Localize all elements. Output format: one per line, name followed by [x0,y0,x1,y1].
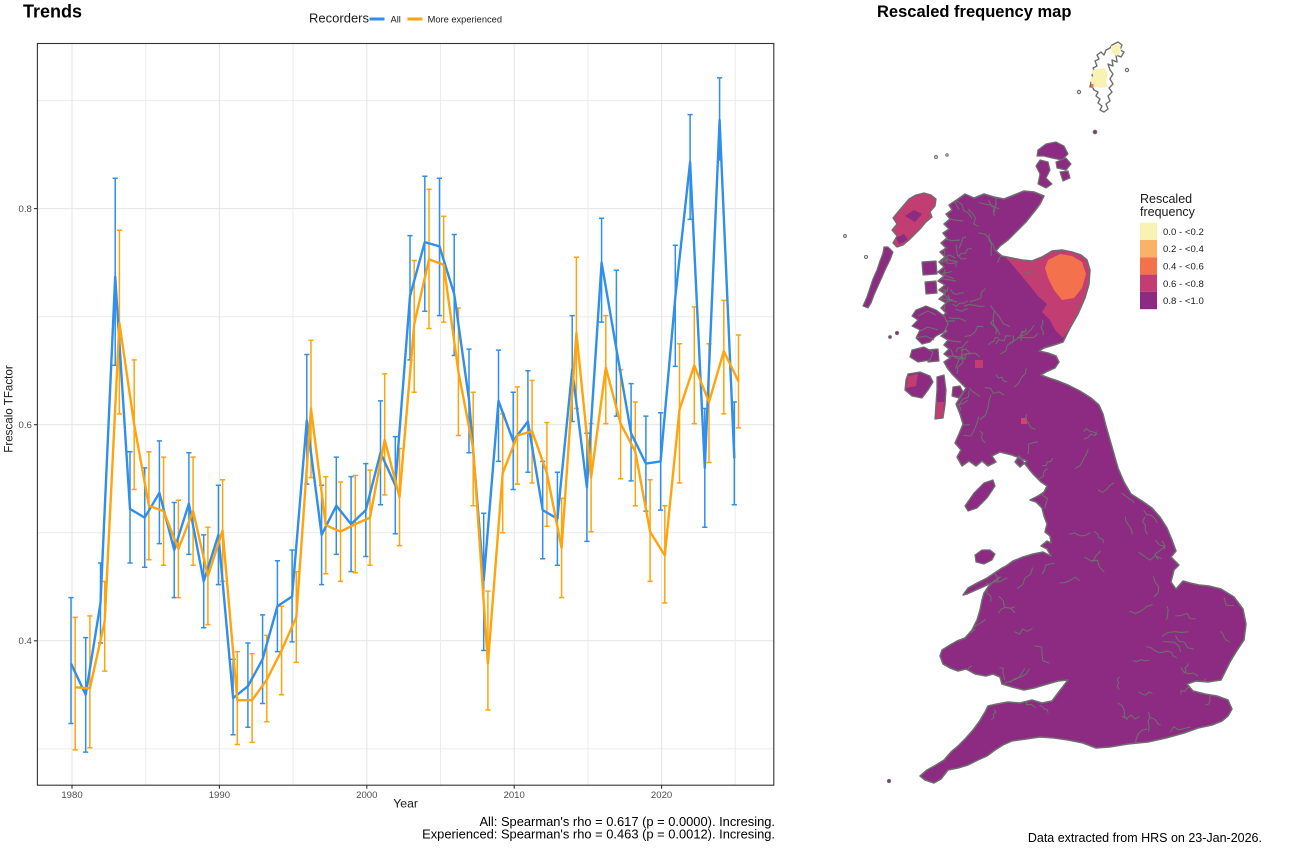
svg-text:0.4: 0.4 [19,636,33,647]
svg-text:Recorders: Recorders [309,10,369,25]
svg-text:Rescaled frequency map: Rescaled frequency map [877,3,1071,21]
svg-text:frequency: frequency [1140,205,1196,219]
svg-text:0.4 - <0.6: 0.4 - <0.6 [1163,262,1204,273]
svg-text:Year: Year [393,797,418,811]
svg-text:1990: 1990 [209,790,230,801]
svg-text:More experienced: More experienced [428,14,502,24]
svg-text:1980: 1980 [61,790,82,801]
svg-text:2020: 2020 [651,790,672,801]
svg-text:0.6: 0.6 [19,420,32,431]
svg-text:Rescaled: Rescaled [1140,192,1192,206]
svg-text:All: Spearman's rho = 0.617 (p: All: Spearman's rho = 0.617 (p = 0.0000)… [479,814,775,829]
svg-text:All: All [391,14,401,24]
svg-text:0.6 - <0.8: 0.6 - <0.8 [1163,279,1204,290]
svg-text:0.2 - <0.4: 0.2 - <0.4 [1163,244,1204,255]
svg-text:0.0 - <0.2: 0.0 - <0.2 [1163,227,1204,238]
svg-text:Trends: Trends [23,2,82,22]
svg-text:Data extracted from HRS on 23-: Data extracted from HRS on 23-Jan-2026. [1028,831,1262,845]
svg-text:0.8: 0.8 [19,204,32,215]
svg-text:Frescalo TFactor: Frescalo TFactor [3,365,16,453]
svg-text:0.8 - <1.0: 0.8 - <1.0 [1163,296,1204,307]
svg-text:2000: 2000 [356,790,377,801]
svg-text:2010: 2010 [504,790,525,801]
svg-text:Experienced: Spearman's rho =: Experienced: Spearman's rho = 0.463 (p =… [422,827,775,842]
